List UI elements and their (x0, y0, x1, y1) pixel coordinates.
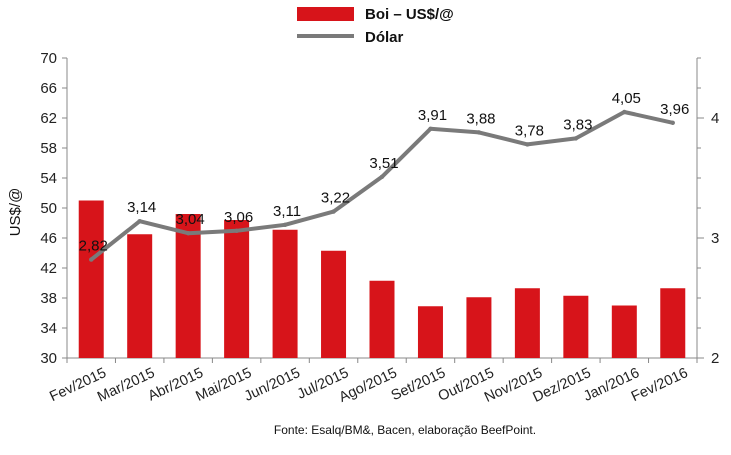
y-tick-label: 50 (40, 200, 57, 217)
bar (369, 280, 395, 358)
y-tick-label: 42 (40, 260, 57, 277)
bar (78, 200, 104, 358)
x-tick-label: Fev/2016 (629, 365, 691, 405)
legend-label-dolar: Dólar (365, 29, 404, 46)
bar (563, 295, 589, 358)
data-label: 3,91 (418, 107, 447, 124)
y2-tick-label: 2 (711, 350, 719, 367)
line-series (89, 109, 675, 262)
bar (127, 234, 153, 358)
line-point (573, 136, 579, 141)
bar-series (78, 200, 686, 358)
y-tick-label: 62 (40, 110, 57, 127)
line-point (476, 130, 482, 135)
y-tick-label: 38 (40, 290, 57, 307)
y-tick-label: 54 (40, 170, 57, 187)
data-label: 3,83 (563, 116, 592, 133)
line-point (234, 228, 239, 233)
data-label: 3,11 (273, 203, 301, 220)
data-labels: 2,82 3,14 3,04 3,06 3,11 3,22 3,51 3,91 3,88 3,78… (79, 90, 690, 255)
data-label: 3,04 (176, 211, 205, 228)
legend: Boi – US$/@ Dólar (297, 6, 454, 46)
data-label: 3,88 (466, 110, 495, 127)
data-label: 3,51 (369, 155, 398, 172)
bar (175, 214, 201, 358)
x-tick-labels: Fev/2015Mar/2015Abr/2015Mai/2015Jun/2015… (47, 365, 690, 406)
line-point (89, 257, 94, 262)
data-label: 3,22 (321, 190, 350, 207)
bar (272, 229, 298, 358)
y-axis-label: US$/@ (7, 188, 24, 237)
y-tick-label: 58 (40, 140, 57, 157)
data-label: 2,82 (79, 238, 108, 255)
bar (514, 288, 540, 358)
line-point (622, 109, 627, 115)
bar (224, 220, 250, 358)
bar (417, 306, 443, 358)
line-point (282, 222, 288, 227)
bar (611, 305, 637, 358)
bar (466, 297, 492, 358)
legend-label-boi: Boi – US$/@ (365, 6, 454, 23)
line-point (670, 120, 675, 126)
data-label: 3,96 (660, 101, 689, 118)
x-tick-label: Jun/2015 (242, 365, 303, 405)
bar (321, 250, 347, 358)
line-point (185, 231, 191, 236)
bar (660, 288, 686, 358)
legend-swatch-dolar (297, 34, 354, 38)
line-point (428, 126, 433, 131)
line-point (525, 142, 530, 147)
data-label: 3,78 (515, 122, 544, 139)
data-label: 4,05 (612, 90, 641, 107)
line-point (137, 219, 142, 224)
y-tick-label: 70 (40, 50, 57, 67)
data-label: 3,06 (224, 209, 253, 226)
y-tick-label: 66 (40, 80, 57, 97)
line-point (331, 209, 336, 214)
y-tick-label: 46 (40, 230, 57, 247)
y2-tick-label: 3 (711, 230, 719, 247)
y2-tick-label: 4 (711, 110, 719, 127)
y-tick-label: 34 (40, 320, 57, 337)
data-label: 3,14 (127, 199, 156, 216)
legend-swatch-boi (297, 7, 354, 21)
source-note: Fonte: Esalq/BM&, Bacen, elaboração Beef… (274, 423, 536, 437)
y-tick-label: 30 (40, 350, 57, 367)
line-point (379, 174, 385, 179)
